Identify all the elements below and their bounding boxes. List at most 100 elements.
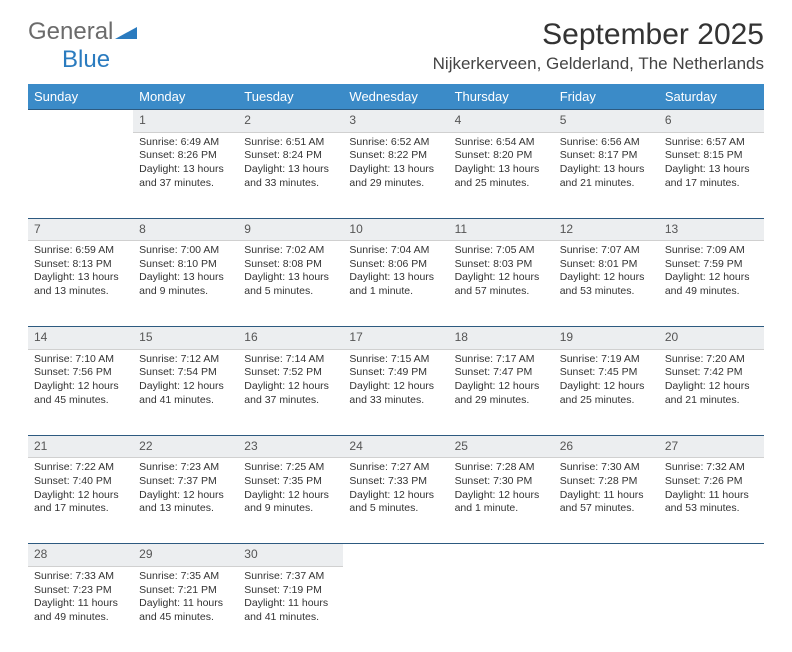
daynum-row: 282930 xyxy=(28,544,764,567)
day-cell: Sunrise: 6:56 AMSunset: 8:17 PMDaylight:… xyxy=(554,132,659,218)
header: General Blue September 2025 Nijkerkervee… xyxy=(28,18,764,74)
day-cell: Sunrise: 6:59 AMSunset: 8:13 PMDaylight:… xyxy=(28,241,133,327)
day-detail-line: and 45 minutes. xyxy=(34,394,127,408)
logo-triangle-icon xyxy=(115,18,137,46)
day-detail-line: Sunrise: 7:02 AM xyxy=(244,244,337,258)
day-number: 14 xyxy=(28,327,133,350)
calendar-body: 123456Sunrise: 6:49 AMSunset: 8:26 PMDay… xyxy=(28,110,764,652)
day-details: Sunrise: 7:05 AMSunset: 8:03 PMDaylight:… xyxy=(449,241,554,303)
day-detail-line: and 5 minutes. xyxy=(349,502,442,516)
day-detail-line: Sunrise: 6:54 AM xyxy=(455,136,548,150)
day-detail-line: Daylight: 12 hours xyxy=(455,380,548,394)
day-detail-line: Sunset: 7:52 PM xyxy=(244,366,337,380)
day-details: Sunrise: 7:17 AMSunset: 7:47 PMDaylight:… xyxy=(449,350,554,412)
day-detail-line: Daylight: 11 hours xyxy=(34,597,127,611)
day-detail-line: Sunset: 7:26 PM xyxy=(665,475,758,489)
day-detail-line: Daylight: 12 hours xyxy=(560,380,653,394)
day-details: Sunrise: 6:52 AMSunset: 8:22 PMDaylight:… xyxy=(343,133,448,195)
day-details: Sunrise: 7:33 AMSunset: 7:23 PMDaylight:… xyxy=(28,567,133,629)
day-detail-line: Daylight: 12 hours xyxy=(560,271,653,285)
day-detail-line: Sunrise: 7:33 AM xyxy=(34,570,127,584)
day-number: 6 xyxy=(659,110,764,133)
day-detail-line: and 29 minutes. xyxy=(349,177,442,191)
day-number: 24 xyxy=(343,435,448,458)
day-cell xyxy=(659,566,764,652)
day-detail-line: Daylight: 13 hours xyxy=(244,271,337,285)
day-detail-line: Daylight: 11 hours xyxy=(139,597,232,611)
day-detail-line: Daylight: 12 hours xyxy=(244,489,337,503)
day-header: Tuesday xyxy=(238,84,343,110)
day-number: 11 xyxy=(449,218,554,241)
day-detail-line: Sunset: 8:06 PM xyxy=(349,258,442,272)
day-detail-line: Sunrise: 7:28 AM xyxy=(455,461,548,475)
day-detail-line: Daylight: 12 hours xyxy=(665,271,758,285)
day-detail-line: Sunset: 8:13 PM xyxy=(34,258,127,272)
month-title: September 2025 xyxy=(433,18,764,52)
day-body-row: Sunrise: 7:22 AMSunset: 7:40 PMDaylight:… xyxy=(28,458,764,544)
day-detail-line: Sunrise: 7:27 AM xyxy=(349,461,442,475)
day-detail-line: Sunrise: 7:17 AM xyxy=(455,353,548,367)
day-detail-line: and 1 minute. xyxy=(349,285,442,299)
day-cell: Sunrise: 7:30 AMSunset: 7:28 PMDaylight:… xyxy=(554,458,659,544)
day-detail-line: and 49 minutes. xyxy=(34,611,127,625)
day-detail-line: Sunrise: 7:15 AM xyxy=(349,353,442,367)
day-details: Sunrise: 7:35 AMSunset: 7:21 PMDaylight:… xyxy=(133,567,238,629)
day-number: 1 xyxy=(133,110,238,133)
day-details: Sunrise: 7:15 AMSunset: 7:49 PMDaylight:… xyxy=(343,350,448,412)
daynum-row: 123456 xyxy=(28,110,764,133)
day-number: 4 xyxy=(449,110,554,133)
day-details: Sunrise: 7:09 AMSunset: 7:59 PMDaylight:… xyxy=(659,241,764,303)
daynum-row: 14151617181920 xyxy=(28,327,764,350)
day-detail-line: Daylight: 12 hours xyxy=(139,489,232,503)
day-detail-line: and 9 minutes. xyxy=(139,285,232,299)
calendar-table: Sunday Monday Tuesday Wednesday Thursday… xyxy=(28,84,764,652)
day-detail-line: Sunset: 8:10 PM xyxy=(139,258,232,272)
day-number: 23 xyxy=(238,435,343,458)
day-details: Sunrise: 7:19 AMSunset: 7:45 PMDaylight:… xyxy=(554,350,659,412)
day-details: Sunrise: 7:14 AMSunset: 7:52 PMDaylight:… xyxy=(238,350,343,412)
day-cell: Sunrise: 7:17 AMSunset: 7:47 PMDaylight:… xyxy=(449,349,554,435)
day-detail-line: Daylight: 12 hours xyxy=(665,380,758,394)
day-number: 20 xyxy=(659,327,764,350)
day-cell: Sunrise: 7:14 AMSunset: 7:52 PMDaylight:… xyxy=(238,349,343,435)
day-details: Sunrise: 7:27 AMSunset: 7:33 PMDaylight:… xyxy=(343,458,448,520)
day-number: 18 xyxy=(449,327,554,350)
day-detail-line: and 49 minutes. xyxy=(665,285,758,299)
daynum-row: 21222324252627 xyxy=(28,435,764,458)
day-detail-line: Sunset: 7:40 PM xyxy=(34,475,127,489)
day-number: 25 xyxy=(449,435,554,458)
day-detail-line: Sunrise: 7:05 AM xyxy=(455,244,548,258)
day-detail-line: Sunset: 7:49 PM xyxy=(349,366,442,380)
day-details: Sunrise: 7:25 AMSunset: 7:35 PMDaylight:… xyxy=(238,458,343,520)
day-details: Sunrise: 7:23 AMSunset: 7:37 PMDaylight:… xyxy=(133,458,238,520)
day-cell: Sunrise: 7:35 AMSunset: 7:21 PMDaylight:… xyxy=(133,566,238,652)
day-detail-line: Sunset: 7:37 PM xyxy=(139,475,232,489)
day-number: 13 xyxy=(659,218,764,241)
day-body-row: Sunrise: 6:59 AMSunset: 8:13 PMDaylight:… xyxy=(28,241,764,327)
day-detail-line: Daylight: 13 hours xyxy=(139,163,232,177)
day-detail-line: Sunset: 7:19 PM xyxy=(244,584,337,598)
day-details: Sunrise: 7:28 AMSunset: 7:30 PMDaylight:… xyxy=(449,458,554,520)
day-detail-line: Sunrise: 6:51 AM xyxy=(244,136,337,150)
day-number: 29 xyxy=(133,544,238,567)
day-detail-line: Daylight: 13 hours xyxy=(244,163,337,177)
day-number: 7 xyxy=(28,218,133,241)
day-detail-line: Sunset: 7:59 PM xyxy=(665,258,758,272)
day-cell: Sunrise: 6:57 AMSunset: 8:15 PMDaylight:… xyxy=(659,132,764,218)
day-detail-line: Sunrise: 7:14 AM xyxy=(244,353,337,367)
day-detail-line: and 53 minutes. xyxy=(560,285,653,299)
day-cell: Sunrise: 7:09 AMSunset: 7:59 PMDaylight:… xyxy=(659,241,764,327)
day-details: Sunrise: 7:07 AMSunset: 8:01 PMDaylight:… xyxy=(554,241,659,303)
day-cell: Sunrise: 7:05 AMSunset: 8:03 PMDaylight:… xyxy=(449,241,554,327)
day-detail-line: and 21 minutes. xyxy=(665,394,758,408)
day-detail-line: Daylight: 12 hours xyxy=(139,380,232,394)
day-detail-line: and 37 minutes. xyxy=(244,394,337,408)
day-detail-line: Sunrise: 7:09 AM xyxy=(665,244,758,258)
day-cell: Sunrise: 6:54 AMSunset: 8:20 PMDaylight:… xyxy=(449,132,554,218)
day-cell: Sunrise: 6:52 AMSunset: 8:22 PMDaylight:… xyxy=(343,132,448,218)
day-detail-line: and 13 minutes. xyxy=(139,502,232,516)
day-number: 28 xyxy=(28,544,133,567)
day-detail-line: Sunset: 8:08 PM xyxy=(244,258,337,272)
day-cell: Sunrise: 7:15 AMSunset: 7:49 PMDaylight:… xyxy=(343,349,448,435)
day-body-row: Sunrise: 7:10 AMSunset: 7:56 PMDaylight:… xyxy=(28,349,764,435)
